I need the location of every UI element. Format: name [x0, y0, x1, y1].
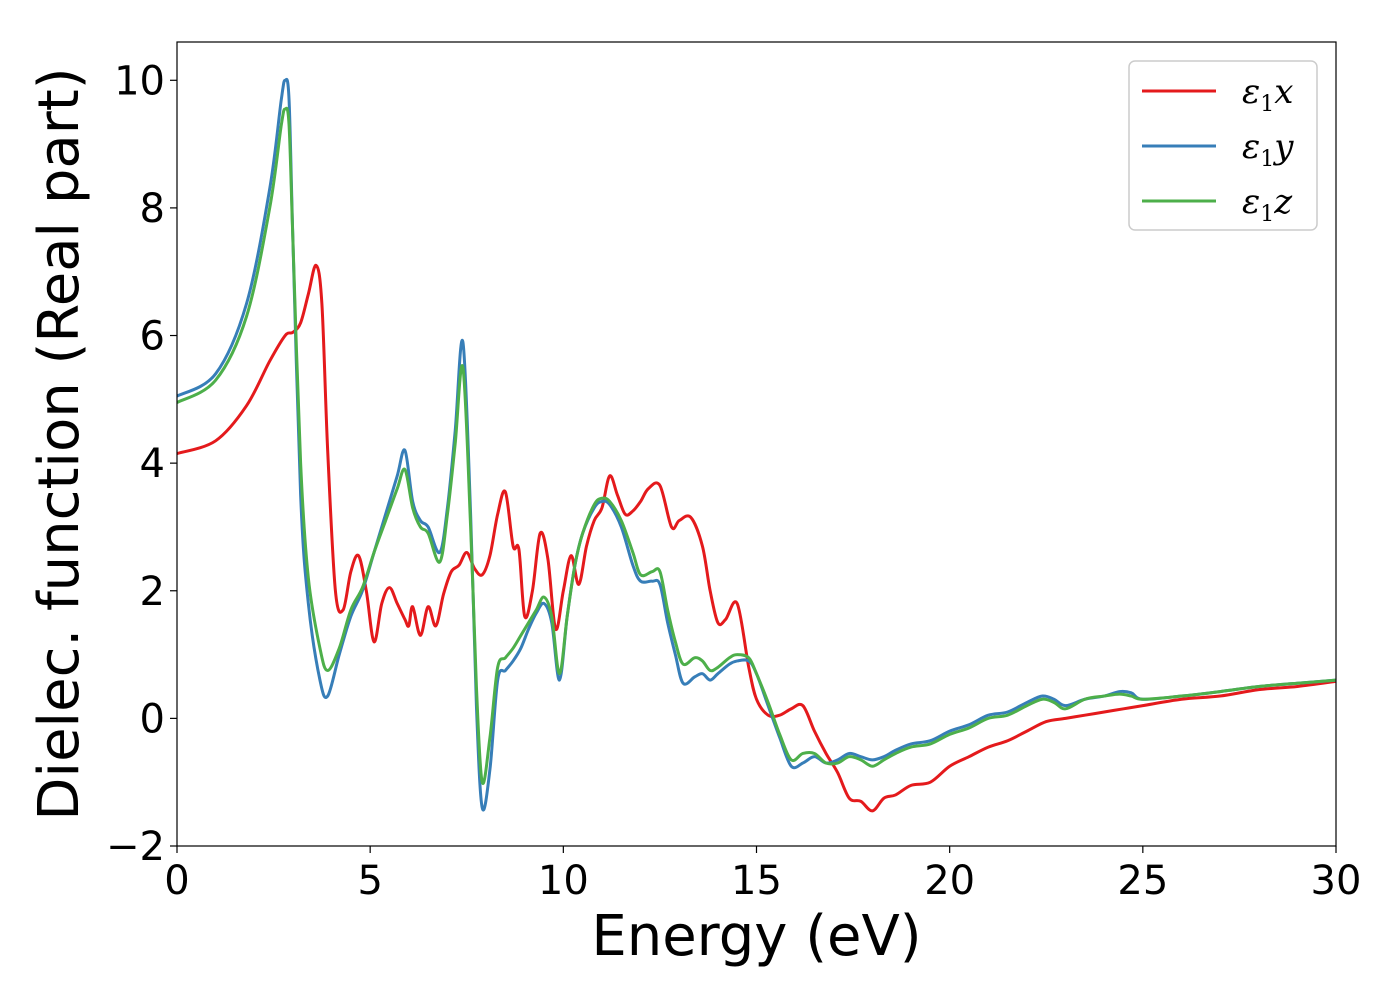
- y-tick-label: 4: [140, 441, 165, 487]
- y-tick-label: 10: [114, 58, 165, 104]
- legend-label-component: z: [1273, 182, 1293, 222]
- legend-label-subscript: 1: [1260, 92, 1274, 117]
- legend-label-z: ε1z: [1242, 182, 1293, 227]
- x-tick-label: 15: [731, 858, 782, 904]
- legend-label-subscript: 1: [1260, 147, 1274, 172]
- y-axis-label: Dielec. function (Real part): [27, 67, 92, 820]
- x-tick-label: 10: [538, 858, 589, 904]
- x-tick-label: 5: [357, 858, 382, 904]
- series-layer: [177, 77, 1336, 813]
- series-line-z: [177, 106, 1336, 785]
- legend-label-y: ε1y: [1242, 127, 1294, 172]
- x-tick-label: 20: [924, 858, 975, 904]
- legend-label-component: x: [1274, 72, 1293, 112]
- x-tick-label: 30: [1311, 858, 1362, 904]
- x-tick-label: 25: [1117, 858, 1168, 904]
- legend-box: [1128, 60, 1318, 231]
- legend-label-base: ε: [1242, 72, 1260, 112]
- y-tick-label: −2: [106, 824, 165, 870]
- y-tick-label: 6: [140, 314, 165, 360]
- legend-label-component: y: [1272, 127, 1294, 167]
- legend-label-base: ε: [1242, 127, 1260, 167]
- legend-label-x: ε1x: [1242, 72, 1293, 117]
- y-tick-label: 8: [140, 186, 165, 232]
- legend-label-subscript: 1: [1260, 202, 1274, 227]
- x-axis-label: Energy (eV): [591, 904, 921, 969]
- y-tick-label: 2: [140, 569, 165, 615]
- legend-label-base: ε: [1242, 182, 1260, 222]
- y-tick-label: 0: [140, 696, 165, 742]
- series-line-x: [177, 263, 1336, 813]
- x-tick-label: 0: [164, 858, 189, 904]
